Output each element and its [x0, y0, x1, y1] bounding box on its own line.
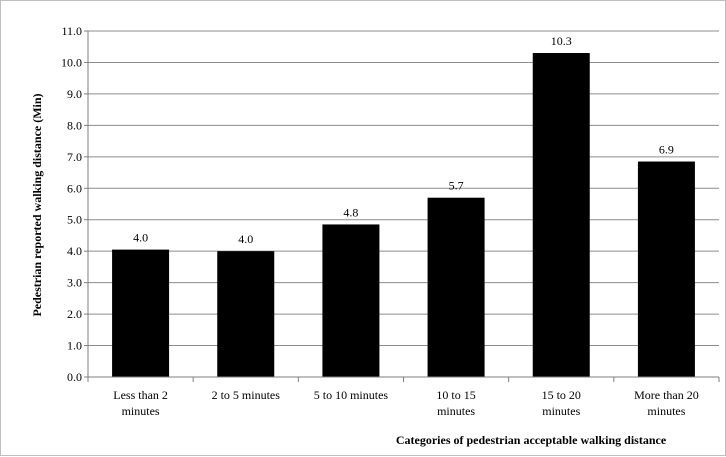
data-label: 5.7	[449, 179, 464, 193]
bar	[637, 161, 695, 377]
x-category-label: 15 to 20 minutes	[542, 388, 581, 418]
y-axis-title: Pedestrian reported walking distance (Mi…	[30, 93, 44, 316]
y-tick-label: 9.0	[67, 87, 82, 101]
data-label: 10.3	[551, 34, 572, 48]
data-label: 4.0	[133, 231, 148, 245]
x-axis-title: Categories of pedestrian acceptable walk…	[396, 433, 667, 447]
labels: 0.0 1.0 2.0 3.0 4.0 5.0 6.0 7.0 8.0 9.0 10.0 11.0 4.…	[61, 24, 699, 418]
x-category-label: 2 to 5 minutes	[212, 388, 281, 402]
x-category-label: 10 to 15 minutes	[436, 388, 475, 418]
bar	[532, 53, 590, 377]
y-tick-label: 2.0	[67, 307, 82, 321]
data-label: 6.9	[659, 143, 674, 157]
y-tick-label: 5.0	[67, 213, 82, 227]
data-label: 4.8	[343, 205, 358, 219]
gridlines	[88, 30, 719, 347]
bar	[427, 197, 485, 377]
y-tick-label: 6.0	[67, 181, 82, 195]
bar	[112, 249, 170, 377]
y-tick-label: 1.0	[67, 339, 82, 353]
y-tick-label: 3.0	[67, 276, 82, 290]
x-category-label: Less than 2 minutes	[113, 388, 168, 418]
bar	[217, 251, 275, 377]
y-tick-label: 0.0	[67, 370, 82, 384]
y-tick-label: 4.0	[67, 244, 82, 258]
data-label: 4.0	[238, 232, 253, 246]
y-tick-label: 11.0	[61, 24, 82, 38]
x-category-label: 5 to 10 minutes	[314, 388, 389, 402]
x-category-label: More than 20 minutes	[634, 388, 699, 418]
y-tick-label: 8.0	[67, 118, 82, 132]
y-tick-label: 7.0	[67, 150, 82, 164]
bars	[112, 53, 695, 377]
axes	[84, 30, 720, 382]
y-tick-label: 10.0	[61, 55, 82, 69]
bar	[322, 224, 380, 377]
